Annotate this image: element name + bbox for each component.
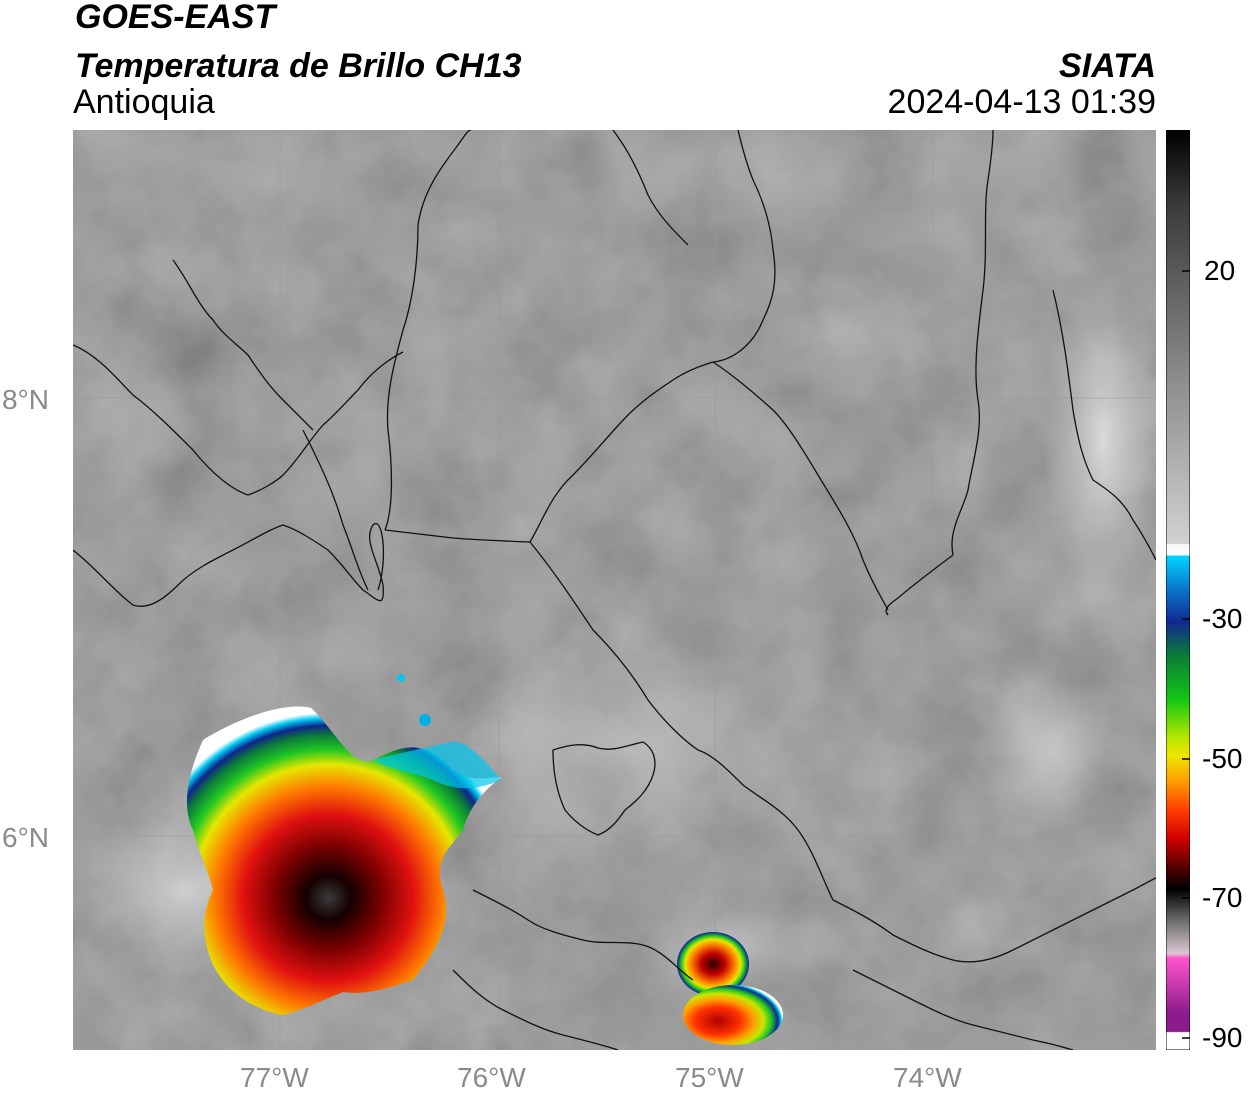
boundary-sucre	[529, 361, 714, 543]
boundaries	[73, 130, 1156, 1050]
bright-cloud-patch	[463, 640, 803, 860]
boundary-boyaca	[832, 877, 1156, 963]
lon-label-74W: 74°W	[893, 1062, 962, 1093]
satellite-title: GOES-EAST	[75, 0, 276, 36]
colorbar-label-neg30: -30	[1202, 603, 1243, 634]
coastline-caribbean	[73, 344, 404, 496]
coastline-uraba-gulf	[172, 259, 314, 431]
boundary-magdalena-river	[951, 130, 994, 556]
storm-anvil-edge	[373, 741, 501, 789]
bright-cloud-patch	[1043, 270, 1156, 610]
colorbar-ticks	[1182, 270, 1190, 1039]
boundary-bolivar	[712, 130, 776, 363]
boundary-venezuela	[1052, 289, 1156, 561]
lon-label-76W: 76°W	[457, 1062, 526, 1093]
boundary-santander	[885, 554, 954, 616]
boundary-antioquia-west	[302, 429, 369, 591]
storm-cell-south-south	[683, 985, 783, 1045]
boundary-antioquia-north	[384, 130, 472, 531]
colorbar-label-20: 20	[1204, 255, 1236, 286]
colorbar-label-neg90: -90	[1202, 1022, 1243, 1053]
small-cold-spot	[419, 714, 431, 726]
colorbar-label-neg70: -70	[1202, 882, 1243, 913]
region-label: Antioquia	[73, 83, 215, 121]
colorbar-fill	[1166, 130, 1190, 1050]
boundary-north-coast	[612, 130, 689, 246]
colorbar	[1166, 130, 1190, 1050]
boundary-choco	[73, 522, 385, 607]
boundary-risaralda	[452, 969, 619, 1050]
lat-label-8N: 8°N	[2, 384, 49, 415]
boundary-antioquia-east	[529, 541, 834, 901]
colorbar-label-neg50: -50	[1202, 743, 1243, 774]
boundary-cundinamarca	[852, 969, 1074, 1050]
boundary-caldas	[472, 889, 694, 981]
agency-label: SIATA	[1059, 47, 1156, 85]
small-cold-spot	[397, 674, 405, 682]
bright-cloud-patch	[973, 660, 1133, 840]
storm-cell-south-north	[677, 932, 749, 996]
boundary-cordoba	[384, 529, 531, 543]
storm-cell-west	[187, 706, 501, 1015]
timestamp-label: 2024-04-13 01:39	[887, 83, 1156, 121]
satellite-map	[73, 130, 1156, 1050]
boundary-bolivar-east	[712, 361, 889, 611]
lon-label-77W: 77°W	[240, 1062, 309, 1093]
lon-label-75W: 75°W	[675, 1062, 744, 1093]
product-title: Temperatura de Brillo CH13	[75, 47, 522, 85]
lat-label-6N: 6°N	[2, 822, 49, 853]
boundary-small-enclave	[552, 741, 656, 836]
